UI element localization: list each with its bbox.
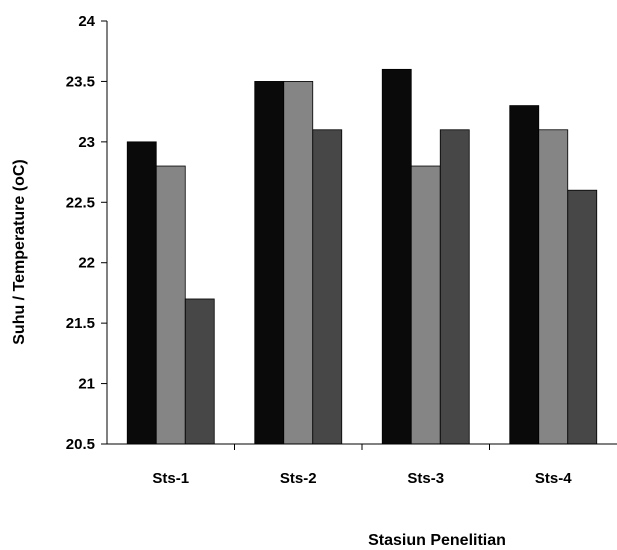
bar-sts-1-series-3 (184, 298, 215, 445)
x-tick-label: Sts-3 (407, 470, 444, 487)
x-axis-title: Stasiun Penelitian (368, 532, 506, 549)
x-tick-label: Sts-1 (152, 470, 189, 487)
bar-sts-2-series-1 (254, 81, 285, 445)
y-tick-label: 23 (78, 134, 95, 151)
bar-sts-4-series-2 (538, 129, 569, 445)
y-tick-label: 22 (78, 255, 95, 272)
y-tick-label: 20.5 (66, 436, 95, 453)
y-axis-title: Suhu / Temperature (oC) (11, 159, 28, 345)
y-tick-label: 21 (78, 376, 95, 393)
x-tick-label: Sts-4 (535, 470, 572, 487)
bar-sts-1-series-1 (126, 141, 157, 445)
y-tick-label: 21.5 (66, 315, 95, 332)
bar-sts-3-series-2 (410, 165, 441, 445)
bar-sts-3-series-1 (381, 68, 412, 445)
bar-sts-3-series-3 (439, 129, 470, 445)
bars-group (126, 68, 598, 445)
y-tick-label: 23.5 (66, 73, 95, 90)
x-axis-ticks: Sts-1 Sts-2 Sts-3 Sts-4 (152, 444, 572, 487)
bar-sts-4-series-1 (509, 105, 540, 445)
bar-sts-2-series-3 (312, 129, 343, 445)
x-tick-label: Sts-2 (280, 470, 317, 487)
bar-sts-4-series-3 (567, 189, 598, 445)
bar-sts-1-series-2 (155, 165, 186, 445)
y-axis-ticks: 20.5 21 21.5 22 22.5 23 23.5 24 (66, 13, 107, 453)
bar-sts-2-series-2 (283, 81, 314, 445)
y-tick-label: 22.5 (66, 194, 95, 211)
y-tick-label: 24 (78, 13, 95, 30)
